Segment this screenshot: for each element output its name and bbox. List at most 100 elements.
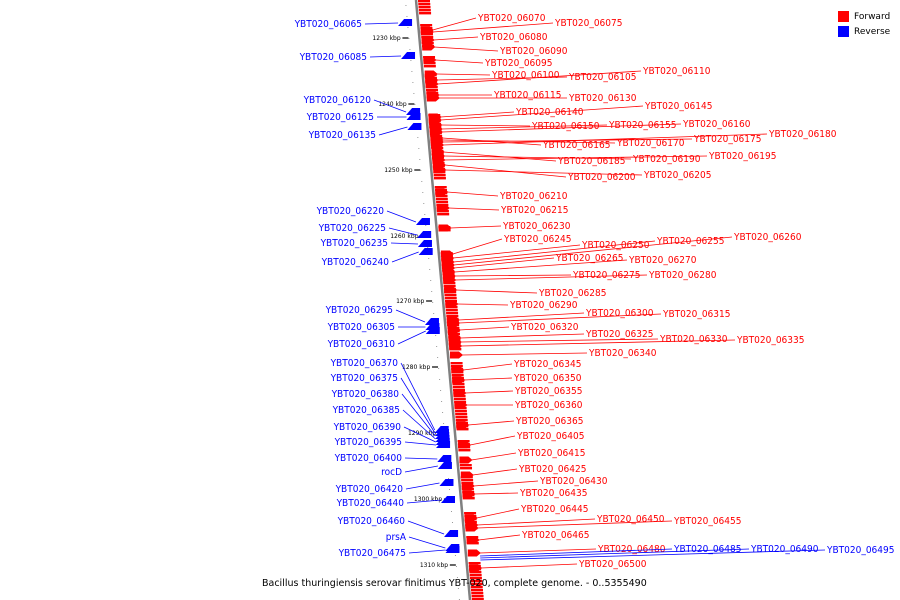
forward-gene-leader bbox=[455, 274, 648, 281]
forward-gene bbox=[426, 94, 440, 102]
reverse-gene bbox=[437, 462, 452, 469]
forward-gene-leader bbox=[448, 207, 500, 211]
reverse-gene-leader bbox=[408, 536, 446, 549]
reverse-gene-leader bbox=[480, 549, 826, 561]
track-dot bbox=[431, 291, 433, 292]
forward-gene bbox=[425, 80, 439, 88]
track-dot bbox=[427, 247, 429, 248]
forward-gene-leader bbox=[465, 390, 514, 394]
track-dot bbox=[450, 511, 452, 512]
forward-gene-block bbox=[464, 512, 477, 515]
forward-gene-leader bbox=[456, 289, 538, 294]
axis-tick-label: 1230 kbp bbox=[372, 35, 400, 42]
forward-gene-block bbox=[426, 89, 439, 92]
forward-gene-block bbox=[446, 312, 459, 315]
track-dot bbox=[422, 192, 424, 193]
track-dot bbox=[408, 38, 410, 39]
reverse-gene-leader bbox=[400, 362, 436, 431]
forward-gene-label: YBT020_06415 bbox=[517, 448, 585, 459]
forward-gene-label: YBT020_06480 bbox=[597, 544, 666, 555]
forward-gene-leader bbox=[453, 240, 656, 263]
forward-gene-label: YBT020_06335 bbox=[736, 335, 804, 346]
forward-gene-leader bbox=[479, 548, 597, 554]
forward-gene-block bbox=[471, 592, 484, 595]
legend-reverse-label: Reverse bbox=[854, 26, 891, 37]
forward-gene-block bbox=[455, 413, 468, 416]
reverse-gene-leader bbox=[404, 457, 438, 460]
reverse-gene bbox=[444, 530, 459, 537]
reverse-gene-label: YBT020_06440 bbox=[336, 498, 405, 509]
forward-gene-label: YBT020_06170 bbox=[616, 138, 685, 149]
forward-gene-block bbox=[470, 583, 483, 586]
forward-gene-block bbox=[450, 365, 463, 368]
forward-gene-leader bbox=[441, 124, 531, 127]
forward-gene-label: YBT020_06115 bbox=[493, 90, 561, 101]
legend-forward-swatch bbox=[838, 11, 849, 22]
forward-gene-label: YBT020_06330 bbox=[659, 334, 728, 345]
forward-gene-block bbox=[469, 574, 482, 577]
forward-gene-leader bbox=[461, 339, 736, 347]
reverse-gene bbox=[439, 479, 454, 486]
axis-tick-label: 1280 kbp bbox=[402, 364, 430, 371]
forward-gene-label: YBT020_06290 bbox=[509, 300, 578, 311]
forward-gene-leader bbox=[458, 312, 585, 321]
track-dot bbox=[419, 159, 421, 160]
reverse-gene-label: YBT020_06225 bbox=[318, 223, 386, 234]
forward-gene-block bbox=[457, 440, 470, 443]
forward-gene-label: YBT020_06090 bbox=[499, 46, 568, 57]
reverse-gene-label: YBT020_06375 bbox=[330, 373, 398, 384]
forward-gene-block bbox=[468, 562, 481, 565]
reverse-gene-label: YBT020_06420 bbox=[335, 484, 404, 495]
track-dot bbox=[421, 181, 423, 182]
forward-gene bbox=[422, 43, 436, 51]
track-dot bbox=[406, 16, 408, 17]
forward-gene-label: YBT020_06350 bbox=[513, 373, 582, 384]
track-dot bbox=[439, 379, 441, 380]
forward-gene-block bbox=[456, 428, 469, 431]
reverse-gene-leader bbox=[390, 242, 418, 245]
track-dot bbox=[429, 269, 431, 270]
track-dot bbox=[423, 203, 425, 204]
reverse-gene-leader bbox=[400, 377, 436, 434]
forward-gene-label: YBT020_06095 bbox=[484, 58, 552, 69]
forward-gene-leader bbox=[463, 363, 513, 371]
reverse-gene-leader bbox=[404, 441, 437, 446]
forward-gene-leader bbox=[444, 155, 708, 161]
track-dot bbox=[435, 335, 437, 336]
forward-gene-label: YBT020_06230 bbox=[502, 221, 571, 232]
forward-gene-label: YBT020_06430 bbox=[539, 476, 608, 487]
track-dot bbox=[442, 412, 444, 413]
forward-gene bbox=[423, 56, 437, 64]
forward-gene bbox=[436, 204, 450, 212]
forward-gene-block bbox=[436, 201, 449, 204]
axis-tick-label: 1290 kbp bbox=[408, 430, 436, 437]
forward-gene-label: YBT020_06285 bbox=[538, 288, 606, 299]
track-dot bbox=[441, 401, 443, 402]
axis-tick-label: 1260 kbp bbox=[390, 233, 418, 240]
forward-gene-leader bbox=[443, 133, 768, 146]
forward-gene-label: YBT020_06195 bbox=[708, 151, 776, 162]
forward-gene-label: YBT020_06465 bbox=[521, 530, 589, 541]
forward-gene-leader bbox=[435, 59, 484, 64]
forward-gene-block bbox=[418, 0, 430, 3]
forward-gene-block bbox=[460, 467, 473, 470]
forward-gene-block bbox=[433, 174, 446, 177]
reverse-gene-label: YBT020_06385 bbox=[332, 405, 400, 416]
forward-gene-label: YBT020_06265 bbox=[555, 253, 623, 264]
track-dot bbox=[438, 368, 440, 369]
forward-gene-block bbox=[418, 9, 431, 12]
reverse-gene bbox=[406, 113, 421, 120]
forward-gene bbox=[465, 524, 479, 532]
reverse-gene-leader bbox=[405, 482, 440, 490]
forward-gene bbox=[435, 188, 449, 196]
reverse-gene-leader bbox=[404, 465, 439, 473]
track-dot bbox=[443, 423, 445, 424]
forward-gene-leader bbox=[444, 164, 567, 178]
forward-gene-label: YBT020_06445 bbox=[520, 504, 588, 515]
forward-gene-label: YBT020_06075 bbox=[554, 18, 622, 29]
reverse-gene-label: YBT020_06395 bbox=[334, 437, 402, 448]
forward-gene-leader bbox=[447, 191, 499, 197]
reverse-gene-label: YBT020_06400 bbox=[334, 453, 403, 464]
legend: Forward Reverse bbox=[838, 9, 890, 39]
forward-gene-label: YBT020_06145 bbox=[644, 101, 712, 112]
